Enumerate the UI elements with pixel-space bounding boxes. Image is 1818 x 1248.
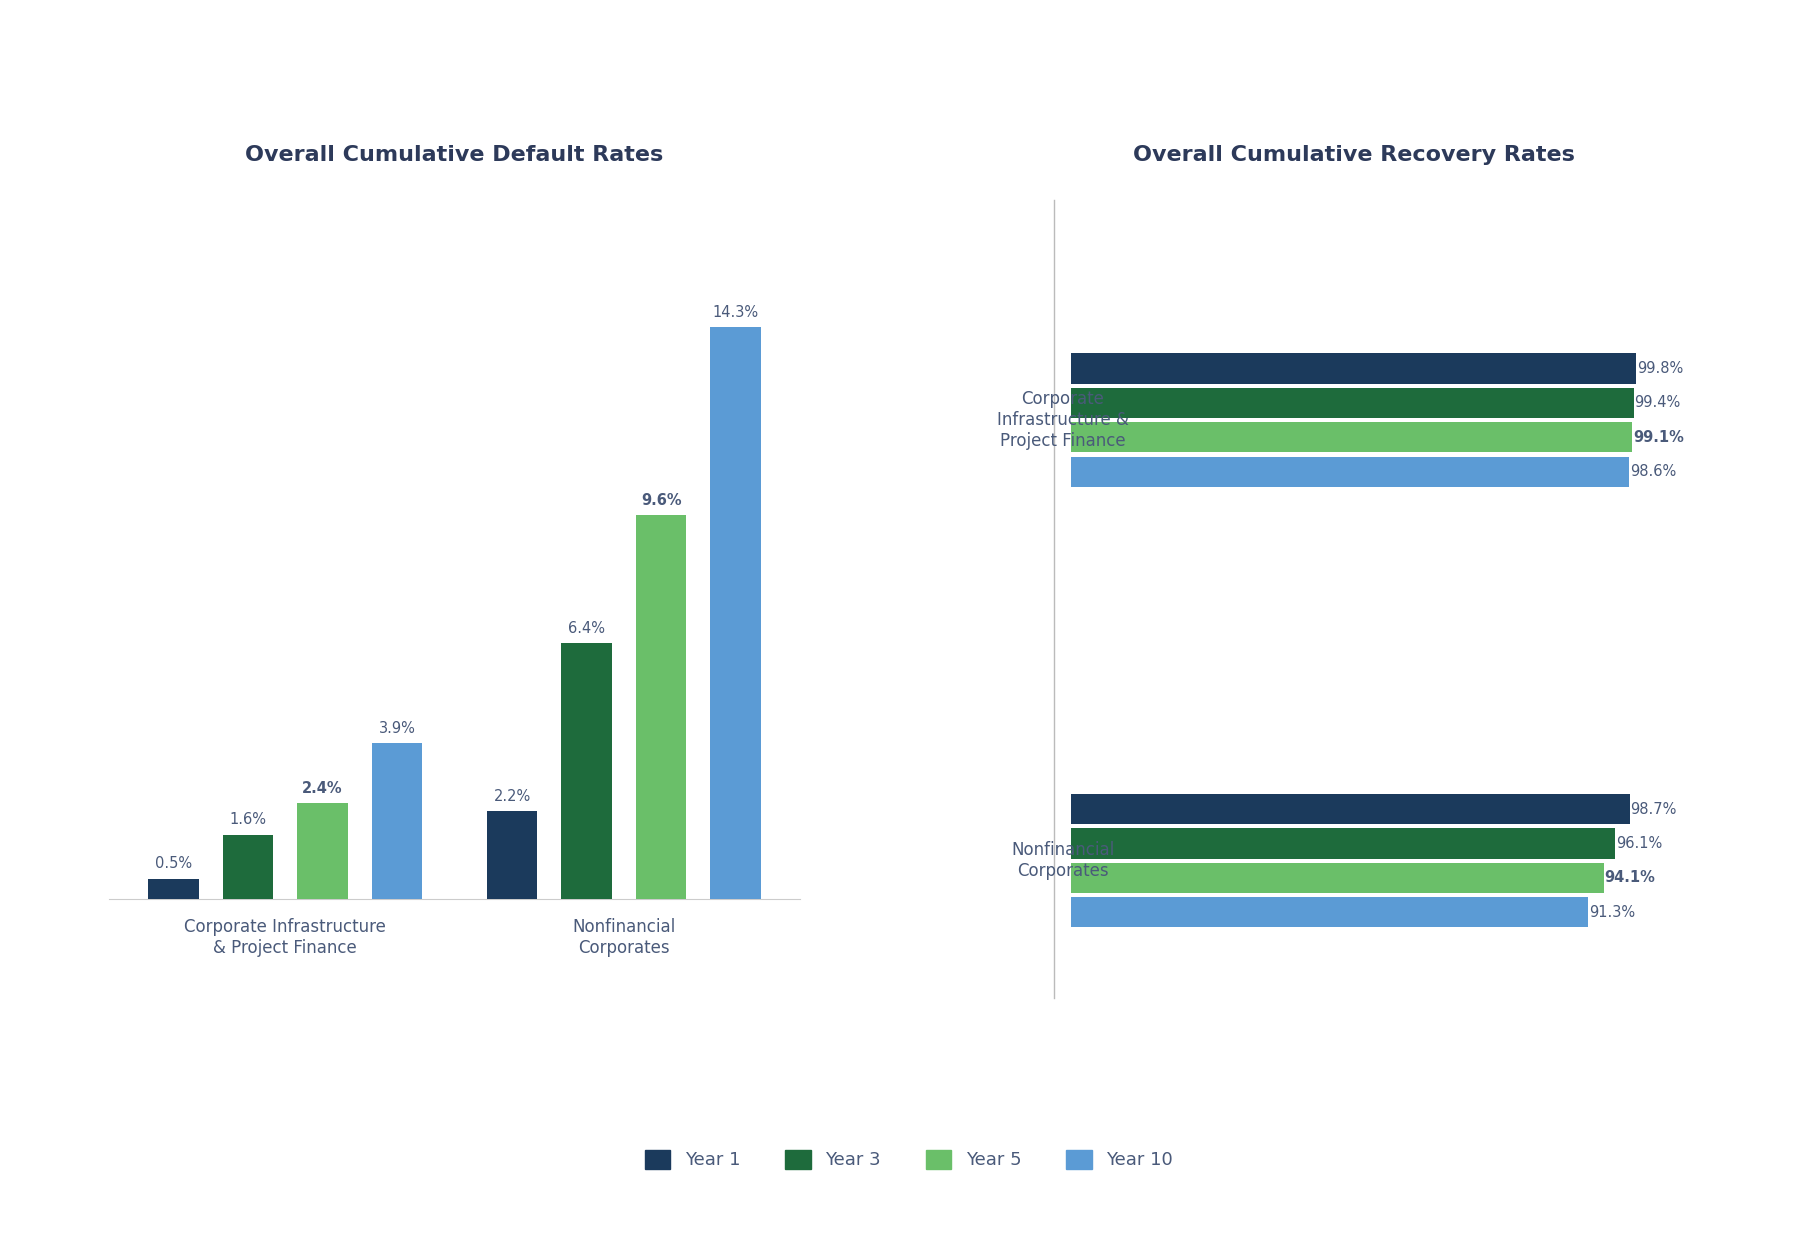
- Bar: [1071, 897, 1589, 927]
- Text: 96.1%: 96.1%: [1616, 836, 1662, 851]
- Bar: [1071, 353, 1636, 383]
- Bar: [1071, 794, 1631, 824]
- Text: 9.6%: 9.6%: [640, 493, 682, 508]
- Bar: [147, 879, 198, 899]
- Bar: [371, 743, 422, 899]
- Bar: [636, 515, 687, 899]
- Text: 99.8%: 99.8%: [1636, 361, 1683, 376]
- Text: 3.9%: 3.9%: [378, 720, 415, 735]
- Bar: [1071, 829, 1616, 859]
- Bar: [222, 835, 273, 899]
- Bar: [1071, 422, 1633, 452]
- Bar: [296, 802, 347, 899]
- Bar: [1071, 862, 1603, 894]
- Title: Overall Cumulative Recovery Rates: Overall Cumulative Recovery Rates: [1133, 145, 1576, 165]
- Text: 99.1%: 99.1%: [1633, 429, 1683, 444]
- Title: Overall Cumulative Default Rates: Overall Cumulative Default Rates: [245, 145, 664, 165]
- Bar: [711, 327, 762, 899]
- Text: 98.6%: 98.6%: [1631, 464, 1676, 479]
- Text: 2.2%: 2.2%: [493, 789, 531, 804]
- Text: 6.4%: 6.4%: [567, 620, 605, 635]
- Bar: [562, 643, 613, 899]
- Legend: Year 1, Year 3, Year 5, Year 10: Year 1, Year 3, Year 5, Year 10: [638, 1143, 1180, 1177]
- Text: 99.4%: 99.4%: [1634, 396, 1682, 411]
- Text: 1.6%: 1.6%: [229, 812, 267, 827]
- Bar: [1071, 388, 1634, 418]
- Bar: [1071, 457, 1629, 487]
- Text: 94.1%: 94.1%: [1605, 870, 1656, 885]
- Text: Corporate
Infrastructure &
Project Finance: Corporate Infrastructure & Project Finan…: [996, 391, 1129, 449]
- Text: 2.4%: 2.4%: [302, 780, 344, 795]
- Text: 91.3%: 91.3%: [1589, 905, 1634, 920]
- Text: 98.7%: 98.7%: [1631, 801, 1676, 816]
- Text: 0.5%: 0.5%: [155, 856, 193, 871]
- Bar: [487, 811, 538, 899]
- Text: Nonfinancial
Corporates: Nonfinancial Corporates: [1011, 841, 1114, 880]
- Text: 14.3%: 14.3%: [713, 306, 758, 321]
